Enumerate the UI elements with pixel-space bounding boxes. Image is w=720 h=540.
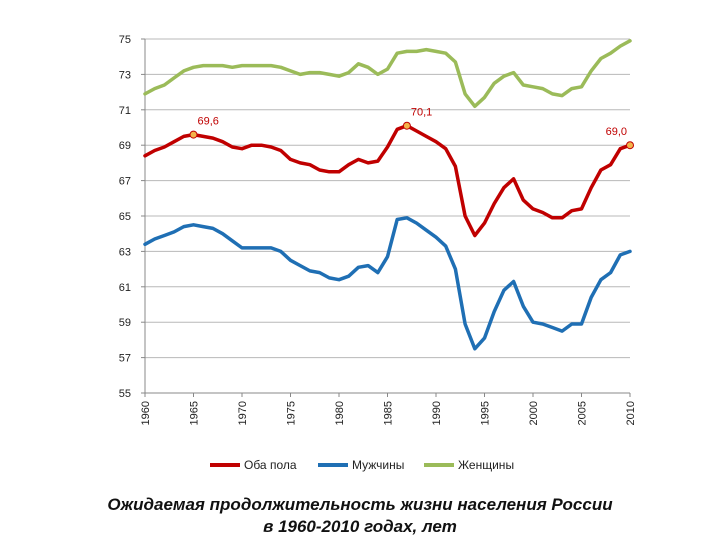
annotation-marker [626, 141, 634, 150]
annotation-marker [189, 130, 198, 139]
x-tick-label: 2000 [528, 401, 540, 425]
x-tick-label: 1990 [431, 401, 443, 425]
x-tick-labels: 1960 1965 1970 1975 1980 1985 1990 1995 2000 2005… [140, 393, 637, 425]
grid-lines [145, 38, 630, 359]
y-tick-label: 57 [119, 353, 131, 365]
y-tick-label: 63 [119, 246, 131, 258]
x-tick-label: 1995 [480, 401, 492, 425]
annotation-marker [402, 121, 411, 130]
series-line [143, 123, 632, 238]
x-tick-label: 1975 [286, 401, 298, 425]
legend-label: Женщины [458, 458, 514, 472]
caption-line-1: Ожидаемая продолжительность жизни населе… [107, 495, 613, 514]
y-tick-label: 73 [119, 69, 131, 81]
x-tick-label: 1980 [334, 401, 346, 425]
legend-label: Оба пола [244, 458, 297, 472]
x-tick-label: 2005 [577, 401, 589, 425]
y-tick-labels: 55 57 59 61 63 65 67 69 71 73 75 [119, 34, 145, 400]
caption-line-2: в 1960-2010 годах, лет [263, 517, 457, 536]
x-tick-label: 1965 [189, 401, 201, 425]
x-tick-label: 1985 [383, 401, 395, 425]
legend: Оба пола Мужчины Женщины [210, 458, 514, 472]
x-tick-label: 2010 [625, 401, 637, 425]
y-tick-label: 61 [119, 282, 131, 294]
y-tick-label: 67 [119, 176, 131, 188]
annotation-label: 69,6 [198, 116, 219, 128]
x-tick-label: 1960 [140, 401, 152, 425]
legend-label: Мужчины [352, 458, 404, 472]
annotations: 69,6 70,1 69,0 [189, 107, 634, 150]
y-tick-label: 55 [119, 388, 131, 400]
y-tick-label: 75 [119, 34, 131, 46]
y-tick-label: 65 [119, 211, 131, 223]
annotation-label: 69,0 [606, 126, 627, 138]
series-lines [143, 39, 632, 351]
series-line [143, 216, 632, 351]
x-tick-label: 1970 [237, 401, 249, 425]
y-tick-label: 69 [119, 140, 131, 152]
y-tick-label: 59 [119, 317, 131, 329]
series-line [143, 39, 632, 109]
chart-caption: Ожидаемая продолжительность жизни населе… [0, 494, 720, 538]
annotation-label: 70,1 [411, 107, 432, 119]
y-tick-label: 71 [119, 105, 131, 117]
